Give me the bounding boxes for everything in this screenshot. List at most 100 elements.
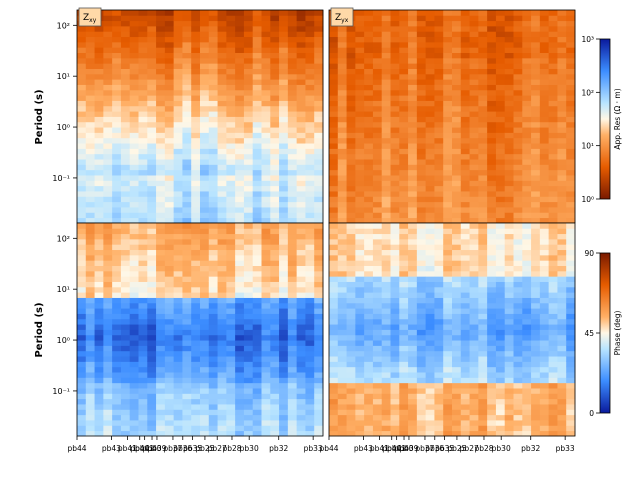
heatmap-cell bbox=[173, 420, 183, 426]
heatmap-cell bbox=[513, 404, 523, 410]
heatmap-cell bbox=[94, 127, 104, 133]
heatmap-cell bbox=[94, 196, 104, 203]
heatmap-cell bbox=[261, 73, 271, 80]
heatmap-cell bbox=[531, 15, 541, 22]
heatmap-cell bbox=[164, 127, 175, 133]
heatmap-cell bbox=[94, 372, 104, 378]
heatmap-cell bbox=[77, 100, 87, 107]
heatmap-cell bbox=[513, 41, 523, 48]
heatmap-cell bbox=[548, 84, 558, 91]
heatmap-cell bbox=[296, 276, 306, 282]
heatmap-cell bbox=[77, 148, 87, 155]
heatmap-cell bbox=[226, 47, 236, 53]
heatmap-cell bbox=[495, 334, 506, 341]
heatmap-cell bbox=[425, 228, 435, 235]
heatmap-cell bbox=[522, 164, 532, 171]
heatmap-cell bbox=[460, 20, 470, 27]
heatmap-cell bbox=[434, 334, 444, 341]
heatmap-cell bbox=[129, 350, 139, 357]
heatmap-cell bbox=[191, 324, 201, 330]
heatmap-cell bbox=[112, 420, 122, 426]
heatmap-cell bbox=[243, 260, 254, 266]
heatmap-cell bbox=[355, 292, 365, 298]
heatmap-cell bbox=[252, 79, 262, 85]
heatmap-cell bbox=[138, 185, 148, 192]
heatmap-cell bbox=[452, 366, 462, 373]
heatmap-cell bbox=[355, 175, 365, 181]
heatmap-cell bbox=[287, 10, 298, 16]
heatmap-cell bbox=[557, 329, 567, 336]
heatmap-cell bbox=[147, 132, 157, 139]
heatmap-cell bbox=[329, 143, 339, 149]
heatmap-cell bbox=[504, 233, 514, 240]
heatmap-cell bbox=[287, 382, 298, 389]
heatmap-cell bbox=[191, 249, 201, 256]
heatmap-cell bbox=[147, 79, 157, 85]
heatmap-cell bbox=[287, 191, 298, 197]
zxy-label-main: Z bbox=[83, 13, 89, 23]
heatmap-cell bbox=[346, 180, 356, 187]
heatmap-cell bbox=[112, 100, 122, 107]
heatmap-cell bbox=[372, 191, 383, 197]
heatmap-cell bbox=[390, 292, 400, 298]
heatmap-cell bbox=[452, 345, 462, 352]
heatmap-cell bbox=[305, 409, 315, 416]
heatmap-cell bbox=[147, 398, 157, 405]
heatmap-cell bbox=[235, 191, 245, 197]
heatmap-cell bbox=[235, 313, 245, 320]
heatmap-cell bbox=[372, 185, 383, 192]
heatmap-cell bbox=[460, 63, 470, 69]
heatmap-cell bbox=[147, 430, 157, 437]
x-tick-label: pb41 bbox=[387, 444, 406, 453]
heatmap-cell bbox=[200, 388, 210, 394]
heatmap-cell bbox=[452, 425, 462, 432]
heatmap-cell bbox=[557, 244, 567, 251]
heatmap-cell bbox=[129, 404, 139, 410]
heatmap-cell bbox=[279, 41, 289, 48]
heatmap-cell bbox=[513, 185, 523, 192]
heatmap-cell bbox=[425, 137, 435, 144]
heatmap-cell bbox=[399, 105, 409, 112]
heatmap-cell bbox=[252, 25, 262, 32]
heatmap-cell bbox=[208, 36, 218, 43]
heatmap-cell bbox=[364, 388, 374, 394]
heatmap-cell bbox=[77, 228, 87, 235]
heatmap-cell bbox=[129, 270, 139, 277]
heatmap-cell bbox=[557, 286, 567, 293]
heatmap-cell bbox=[381, 185, 391, 192]
heatmap-cell bbox=[513, 105, 523, 112]
heatmap-cell bbox=[261, 297, 271, 304]
heatmap-cell bbox=[138, 345, 148, 352]
heatmap-cell bbox=[243, 31, 254, 38]
heatmap-cell bbox=[443, 377, 453, 384]
heatmap-cell bbox=[443, 414, 453, 421]
heatmap-cell bbox=[390, 340, 400, 346]
heatmap-cell bbox=[314, 132, 324, 139]
heatmap-cell bbox=[452, 148, 462, 155]
heatmap-cell bbox=[270, 238, 280, 245]
heatmap-cell bbox=[346, 25, 356, 32]
heatmap-cell bbox=[208, 10, 218, 16]
heatmap-cell bbox=[566, 313, 576, 320]
heatmap-cell bbox=[469, 153, 479, 160]
heatmap-cell bbox=[452, 212, 462, 219]
heatmap-cell bbox=[103, 281, 113, 288]
heatmap-cell bbox=[443, 238, 453, 245]
heatmap-cell bbox=[487, 196, 497, 203]
heatmap-cell bbox=[103, 73, 113, 80]
heatmap-cell bbox=[164, 153, 175, 160]
heatmap-panels bbox=[76, 9, 576, 437]
heatmap-cell bbox=[261, 148, 271, 155]
heatmap-cell bbox=[287, 31, 298, 38]
heatmap-cell bbox=[112, 217, 122, 224]
heatmap-cell bbox=[408, 228, 418, 235]
heatmap-cell bbox=[164, 121, 175, 128]
heatmap-cell bbox=[85, 420, 95, 426]
heatmap-cell bbox=[460, 388, 470, 394]
heatmap-cell bbox=[85, 249, 95, 256]
heatmap-cell bbox=[305, 420, 315, 426]
heatmap-cell bbox=[226, 334, 236, 341]
heatmap-cell bbox=[478, 15, 488, 22]
heatmap-cell bbox=[120, 10, 131, 16]
